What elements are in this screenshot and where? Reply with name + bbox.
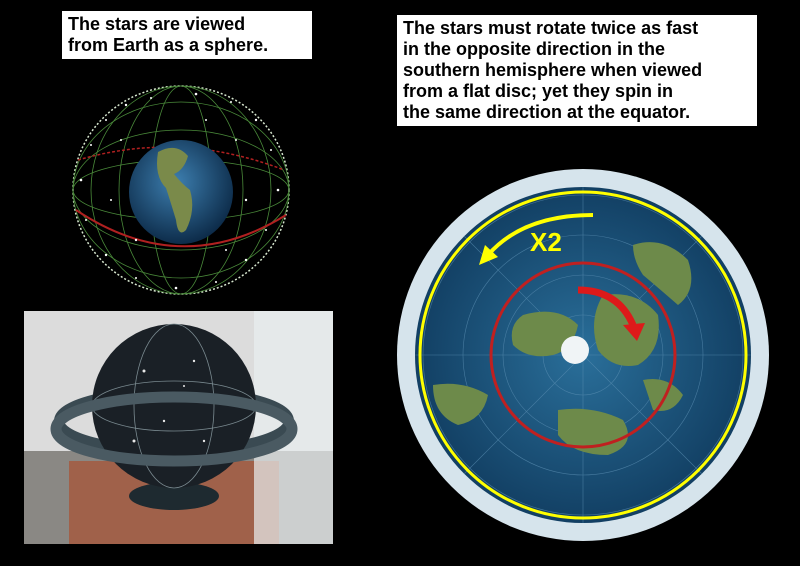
- stand-base: [129, 482, 219, 510]
- flat-disc-caption-line-3: southern hemisphere when viewed: [403, 60, 703, 80]
- sphere-caption-line-1: The stars are viewed: [68, 14, 246, 34]
- ecliptic-line: [77, 146, 285, 171]
- horizon-ring-front: [50, 391, 298, 467]
- flat-disc-caption-line-5: the same direction at the equator.: [403, 102, 691, 122]
- equator-ring-red: [489, 261, 677, 449]
- star-field: [79, 92, 280, 290]
- americas-landmass: [157, 147, 193, 233]
- southern-ring-outer-track: [418, 190, 748, 520]
- southern-rotation-arrowhead: [479, 245, 498, 265]
- star-globe: [92, 324, 256, 488]
- star-globe-photo-drawing: [24, 311, 333, 544]
- arctic-center: [561, 336, 589, 364]
- continents: [433, 242, 692, 455]
- flat-disc-caption: The stars must rotate twice as fast in t…: [397, 15, 757, 126]
- northern-rotation-arrow: [577, 286, 637, 327]
- sphere-caption-line-2: from Earth as a sphere.: [68, 35, 269, 55]
- sphere-caption: The stars are viewed from Earth as a sph…: [62, 11, 312, 59]
- flat-disc-caption-line-4: from a flat disc; yet they spin in: [403, 81, 674, 101]
- celestial-equator: [75, 209, 287, 248]
- flat-disc-caption-line-2: in the opposite direction in the: [403, 39, 666, 59]
- southern-rotation-arrow: [486, 213, 594, 257]
- speed-multiplier-label: X2: [530, 227, 562, 257]
- celestial-sphere-illustration: [72, 85, 290, 295]
- flat-disc-caption-line-1: The stars must rotate twice as fast: [403, 18, 699, 38]
- star-globe-photo: [24, 311, 333, 544]
- northern-rotation-arrowhead: [623, 323, 645, 341]
- flat-disc-illustration: X2: [397, 169, 769, 541]
